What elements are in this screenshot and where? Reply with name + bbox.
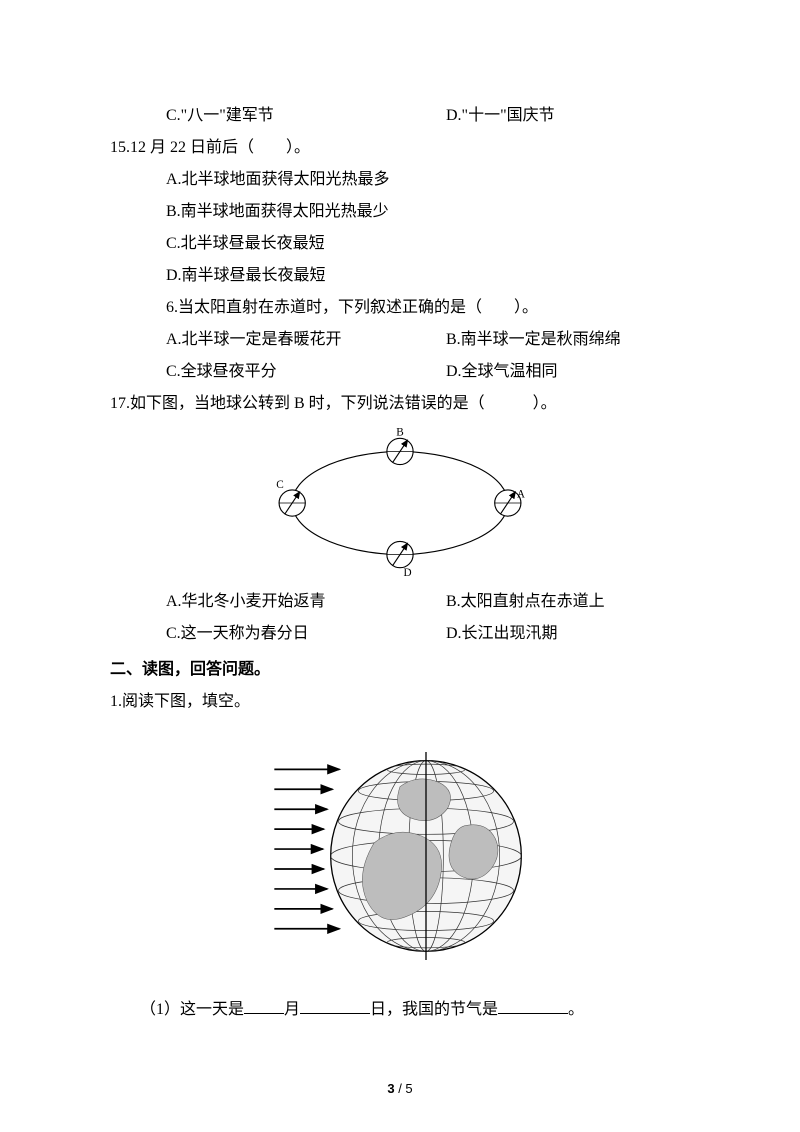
p1-1-prefix: （1）这一天是 bbox=[140, 1001, 244, 1018]
q15-option-a: A.北半球地面获得太阳光热最多 bbox=[110, 164, 690, 196]
q6-option-d: D.全球气温相同 bbox=[446, 356, 690, 388]
q15-option-b: B.南半球地面获得太阳光热最少 bbox=[110, 196, 690, 228]
q6-option-a: A.北半球一定是春暖花开 bbox=[166, 324, 446, 356]
orbit-label-a: A bbox=[517, 488, 526, 500]
option-d: D."十一"国庆节 bbox=[446, 100, 690, 132]
q17-options-cd: C.这一天称为春分日 D.长江出现汛期 bbox=[110, 618, 690, 650]
q17-option-b: B.太阳直射点在赤道上 bbox=[446, 586, 690, 618]
option-c: C."八一"建军节 bbox=[166, 100, 446, 132]
q15-option-d: D.南半球昼最长夜最短 bbox=[110, 260, 690, 292]
q17-option-c: C.这一天称为春分日 bbox=[166, 618, 446, 650]
q17-stem: 17.如下图，当地球公转到 B 时，下列说法错误的是（ ）。 bbox=[110, 388, 690, 420]
section2-header: 二、读图，回答问题。 bbox=[110, 654, 690, 686]
globe-diagram bbox=[270, 726, 530, 986]
q17-option-d: D.长江出现汛期 bbox=[446, 618, 690, 650]
q15-stem: 15.12 月 22 日前后（ ）。 bbox=[110, 132, 690, 164]
page-footer: 3 / 5 bbox=[0, 1076, 800, 1102]
orbit-figure: B C A D bbox=[110, 428, 690, 578]
blank-jieqi[interactable] bbox=[498, 998, 568, 1014]
q17-option-a: A.华北冬小麦开始返青 bbox=[166, 586, 446, 618]
p1-1-mid2: 日，我国的节气是 bbox=[370, 1001, 498, 1018]
sun-rays bbox=[274, 769, 339, 928]
blank-day[interactable] bbox=[300, 998, 370, 1014]
q15-option-c: C.北半球昼最长夜最短 bbox=[110, 228, 690, 260]
page-total: 5 bbox=[405, 1081, 412, 1096]
q17-options-ab: A.华北冬小麦开始返青 B.太阳直射点在赤道上 bbox=[110, 586, 690, 618]
p1-1-end: 。 bbox=[568, 1001, 584, 1018]
q6-option-b: B.南半球一定是秋雨绵绵 bbox=[446, 324, 690, 356]
page-sep: / bbox=[395, 1081, 406, 1096]
p1-1-mid1: 月 bbox=[284, 1001, 300, 1018]
page-current: 3 bbox=[387, 1081, 394, 1096]
q6-stem: 6.当太阳直射在赤道时，下列叙述正确的是（ ）。 bbox=[110, 292, 690, 324]
globe-figure bbox=[110, 726, 690, 986]
p1-sub1: （1）这一天是 月 日，我国的节气是 。 bbox=[110, 994, 690, 1026]
prev-question-options-cd: C."八一"建军节 D."十一"国庆节 bbox=[110, 100, 690, 132]
q6-option-c: C.全球昼夜平分 bbox=[166, 356, 446, 388]
orbit-diagram: B C A D bbox=[260, 428, 540, 578]
q6-options-ab: A.北半球一定是春暖花开 B.南半球一定是秋雨绵绵 bbox=[110, 324, 690, 356]
p1-stem: 1.阅读下图，填空。 bbox=[110, 686, 690, 718]
orbit-label-b: B bbox=[396, 428, 404, 439]
blank-month[interactable] bbox=[244, 998, 284, 1014]
orbit-label-d: D bbox=[403, 567, 411, 578]
q6-options-cd: C.全球昼夜平分 D.全球气温相同 bbox=[110, 356, 690, 388]
orbit-label-c: C bbox=[276, 479, 284, 491]
